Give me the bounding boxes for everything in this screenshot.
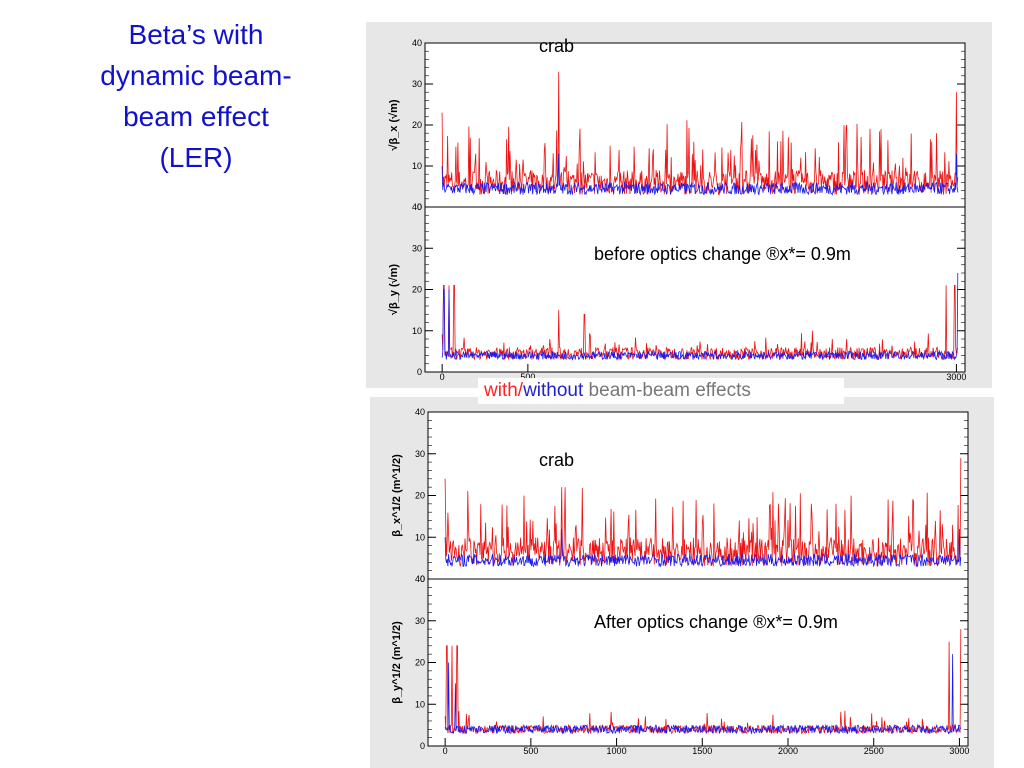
legend-rest: beam-beam effects	[583, 380, 751, 401]
y-tick-label: 0	[417, 367, 422, 377]
series-without	[444, 528, 962, 568]
annotation-crab: crab	[539, 36, 574, 56]
x-tick-label: 0	[440, 372, 445, 382]
slide-title: Beta’s with dynamic beam- beam effect (L…	[70, 14, 322, 178]
series-without	[444, 654, 962, 735]
chart-before: 0 10 20 30 40 √β_x (√m) 0 10 20 30 40 √β_y (√m) 0 500…	[388, 36, 966, 382]
x-tick-label: 3000	[946, 372, 966, 382]
y-axis-label-y: √β_y (√m)	[388, 264, 400, 316]
series-with	[444, 629, 962, 735]
y-axis-label-x: √β_x (√m)	[388, 99, 400, 151]
legend-with: with	[484, 380, 518, 401]
legend-separator: /	[517, 380, 524, 401]
plot-frame-y	[427, 578, 969, 747]
series-with	[444, 457, 962, 567]
y-tick-label: 40	[415, 407, 425, 417]
y-tick-label: 40	[415, 574, 425, 584]
annotation-crab: crab	[539, 450, 574, 470]
series-with	[441, 284, 959, 361]
x-tick-label: 1000	[607, 746, 627, 756]
y-tick-label: 20	[415, 491, 425, 501]
y-tick-label: 10	[415, 532, 425, 542]
annotation-optics: After optics change ®x*= 0.9m	[594, 612, 838, 632]
series-without	[441, 272, 959, 361]
title-line: dynamic beam-	[100, 60, 292, 91]
y-tick-label: 30	[415, 616, 425, 626]
plot-frame-y	[424, 206, 966, 373]
x-tick-label: 500	[523, 746, 538, 756]
y-tick-label: 40	[412, 38, 422, 48]
y-tick-label: 40	[412, 202, 422, 212]
y-tick-label: 20	[415, 658, 425, 668]
y-tick-label: 10	[415, 699, 425, 709]
series-with	[441, 71, 959, 196]
y-axis-label-x: β_x^1/2 (m^1/2)	[391, 454, 403, 537]
y-tick-label: 30	[412, 79, 422, 89]
x-tick-label: 3000	[949, 746, 969, 756]
y-tick-label: 10	[412, 326, 422, 336]
y-tick-label: 0	[420, 574, 425, 584]
chart-after: 0 10 20 30 40 β_x^1/2 (m^1/2) 0 10 20 30 40 β_y^1/2…	[391, 407, 969, 756]
legend-without: without	[523, 380, 584, 401]
y-tick-label: 20	[412, 120, 422, 130]
title-line: beam effect	[123, 101, 269, 132]
annotation-optics: before optics change ®x*= 0.9m	[594, 244, 851, 264]
y-tick-label: 0	[420, 741, 425, 751]
legend: with/without beam-beam effects	[478, 378, 844, 404]
y-tick-label: 20	[412, 285, 422, 295]
x-tick-label: 2500	[864, 746, 884, 756]
title-line: Beta’s with	[128, 19, 264, 50]
y-tick-label: 30	[412, 243, 422, 253]
x-tick-label: 0	[443, 746, 448, 756]
x-tick-label: 500	[520, 372, 535, 382]
title-line: (LER)	[159, 142, 233, 173]
y-tick-label: 30	[415, 449, 425, 459]
x-tick-label: 2000	[778, 746, 798, 756]
x-tick-label: 1500	[692, 746, 712, 756]
y-tick-label: 10	[412, 161, 422, 171]
y-axis-label-y: β_y^1/2 (m^1/2)	[391, 621, 403, 704]
y-tick-label: 0	[417, 202, 422, 212]
series-without	[441, 153, 959, 196]
